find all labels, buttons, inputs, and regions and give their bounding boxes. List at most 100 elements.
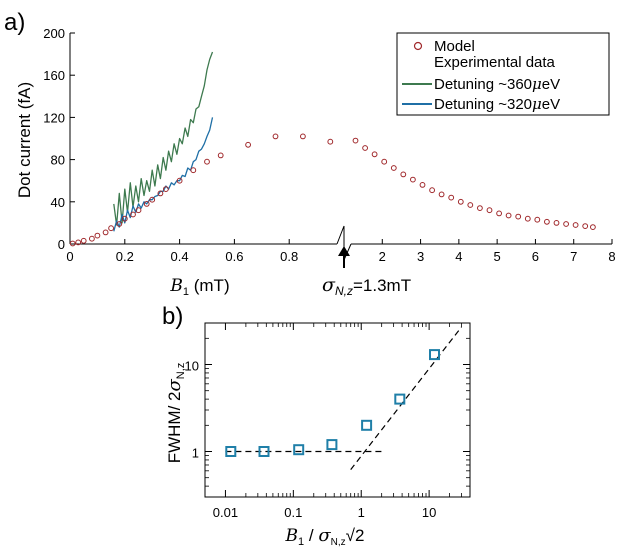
model-point (163, 186, 169, 193)
model-point (486, 207, 493, 214)
model-point (362, 145, 369, 151)
model-point (80, 237, 87, 244)
x-tick-label: 0.6 (225, 249, 243, 264)
model-point (245, 141, 252, 148)
panel-a-series (113, 51, 214, 232)
model-point (108, 225, 114, 232)
y-tick-label: 10 (185, 359, 199, 374)
legend-model-marker (413, 41, 423, 51)
fwhm-point (225, 446, 237, 457)
model-point (582, 223, 589, 230)
legend-series2-label: Detuning ~320μeV (434, 95, 560, 113)
model-point (143, 201, 150, 207)
model-point (590, 224, 596, 231)
model-point (352, 137, 359, 144)
fwhm-point (361, 419, 373, 431)
model-point (563, 221, 569, 227)
panel-b-x-axis-label: B1 / σN,z√2 (285, 525, 365, 548)
legend-series1-label: Detuning ~360μeV (434, 75, 560, 93)
model-point (89, 235, 95, 242)
x-tick-label: 0.4 (171, 249, 189, 264)
panel-b: b) 0.01 0.1 1 10 1 10 FWHM/ 2σN,z B1 / σN,z√2 (162, 303, 471, 548)
panel-b-asymptotes (225, 326, 462, 470)
model-point (121, 215, 128, 222)
panel-b-y-axis-label: FWHM/ 2σN,z (164, 363, 187, 464)
model-point (390, 165, 397, 171)
model-point (524, 215, 531, 222)
y-tick-label: 1 (192, 446, 199, 461)
series-1-line (113, 51, 214, 226)
model-point (135, 207, 142, 214)
legend-model-label: Model (434, 38, 475, 55)
model-point (419, 182, 426, 188)
x-tick-label: 5 (494, 249, 501, 264)
model-point (204, 158, 210, 165)
fwhm-point (258, 446, 270, 457)
panel-a-x-ticks: 0 0.2 0.4 0.6 0.8 2 3 4 5 6 7 8 (66, 239, 616, 264)
model-point (190, 167, 197, 174)
model-point (448, 194, 455, 201)
x-tick-label: 10 (422, 505, 436, 520)
panel-b-points (225, 349, 440, 457)
model-point (381, 158, 388, 165)
panel-b-ticks: 0.01 0.1 1 10 1 10 (185, 322, 471, 520)
panel-a: a) 0 40 80 120 160 200 0 0.2 0.4 0.6 0.8 2 3 4 5 6 7 8 D… (4, 9, 616, 298)
panel-a-label: a) (4, 9, 25, 36)
legend-experimental-label: Experimental data (434, 54, 556, 71)
model-point (505, 212, 512, 219)
model-point (410, 176, 416, 183)
panel-a-x-axis-label: B1 (mT) (169, 276, 229, 298)
model-point (130, 211, 136, 218)
model-point (429, 187, 436, 194)
model-point (534, 216, 541, 223)
model-point (572, 222, 579, 228)
panel-a-y-axis-label: Dot current (fA) (15, 82, 34, 198)
y-tick-label: 160 (43, 68, 65, 83)
panel-a-model-points (69, 133, 596, 247)
x-tick-label: 0.8 (280, 249, 298, 264)
model-point (496, 210, 503, 217)
model-point (544, 218, 550, 225)
model-point (217, 152, 224, 159)
panel-b-label: b) (162, 303, 183, 330)
model-point (157, 190, 164, 197)
x-tick-label: 0.01 (213, 505, 238, 520)
model-point (102, 229, 109, 236)
model-point (116, 221, 123, 227)
model-point (371, 151, 378, 158)
y-tick-label: 200 (43, 26, 65, 41)
panel-a-legend: Model Experimental data Detuning ~360μeV… (396, 32, 610, 116)
y-tick-label: 120 (43, 110, 65, 125)
model-point (149, 196, 156, 203)
fwhm-point (394, 393, 406, 405)
model-point (327, 138, 334, 145)
x-tick-label: 0.1 (284, 505, 302, 520)
model-point (176, 177, 183, 184)
model-point (467, 202, 474, 208)
x-tick-label: 7 (570, 249, 577, 264)
x-tick-label: 8 (608, 249, 615, 264)
y-tick-label: 0 (58, 237, 65, 252)
fwhm-point (429, 349, 440, 361)
model-point (457, 198, 464, 205)
x-tick-label: 2 (379, 249, 386, 264)
model-point (94, 232, 101, 239)
y-tick-label: 40 (51, 195, 65, 210)
model-point (515, 213, 522, 220)
model-point (400, 171, 407, 178)
model-point (272, 133, 279, 140)
y-tick-label: 80 (51, 153, 65, 168)
x-tick-label: 4 (455, 249, 462, 264)
x-tick-label: 6 (532, 249, 539, 264)
series-2-line (113, 117, 214, 232)
x-tick-label: 3 (417, 249, 424, 264)
x-tick-label: 0 (66, 249, 73, 264)
fwhm-point (293, 444, 305, 456)
sigma-annotation: σN,z=1.3mT (322, 246, 411, 298)
model-point (553, 220, 560, 226)
fwhm-point (326, 439, 338, 451)
x-tick-label: 0.2 (116, 249, 134, 264)
panel-a-y-ticks: 0 40 80 120 160 200 (43, 26, 75, 252)
model-point (438, 191, 445, 198)
